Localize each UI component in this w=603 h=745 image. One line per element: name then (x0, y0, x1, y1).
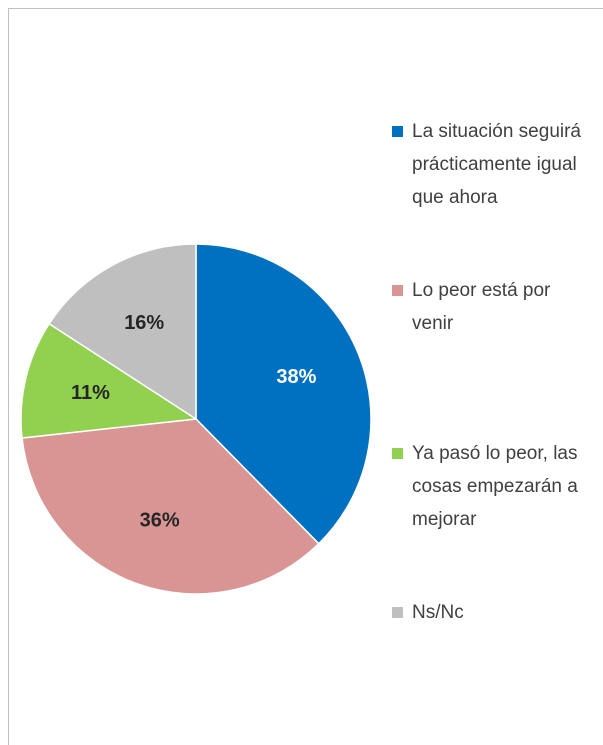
legend-swatch (392, 285, 403, 296)
legend-label: Ya pasó lo peor, las cosas empezarán a m… (412, 443, 578, 530)
chart-border (8, 8, 603, 745)
legend-label: La situación seguirá prácticamente igual… (412, 121, 581, 208)
legend-entry: La situación seguirá prácticamente igual… (392, 115, 592, 214)
pie-slice (195, 243, 372, 545)
pie-slice (20, 322, 199, 439)
legend-label: Lo peor está por venir (412, 280, 551, 334)
pie-slice (21, 418, 320, 595)
legend-swatch (392, 607, 403, 618)
legend-swatch (392, 448, 403, 459)
legend-swatch (392, 126, 403, 137)
pie-slice (48, 243, 197, 421)
data-label: 11% (71, 382, 110, 404)
legend-entry: Ns/Nc (392, 596, 592, 629)
legend-entry: Lo peor está por venir (392, 274, 592, 340)
legend-label: Ns/Nc (412, 602, 464, 623)
data-label: 16% (124, 312, 164, 334)
data-label: 36% (140, 509, 180, 531)
legend-entry: Ya pasó lo peor, las cosas empezarán a m… (392, 437, 592, 536)
data-label: 38% (276, 366, 316, 388)
